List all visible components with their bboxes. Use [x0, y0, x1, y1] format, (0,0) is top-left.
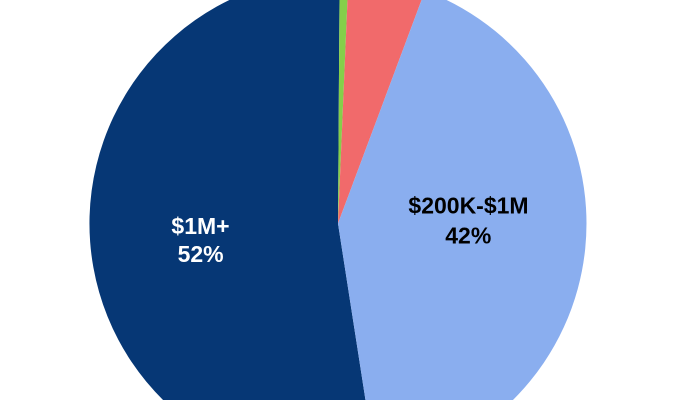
- svg-text:42%: 42%: [445, 223, 491, 249]
- svg-text:52%: 52%: [178, 241, 224, 267]
- svg-text:$1M+: $1M+: [171, 213, 229, 239]
- svg-text:$200K-$1M: $200K-$1M: [408, 193, 528, 219]
